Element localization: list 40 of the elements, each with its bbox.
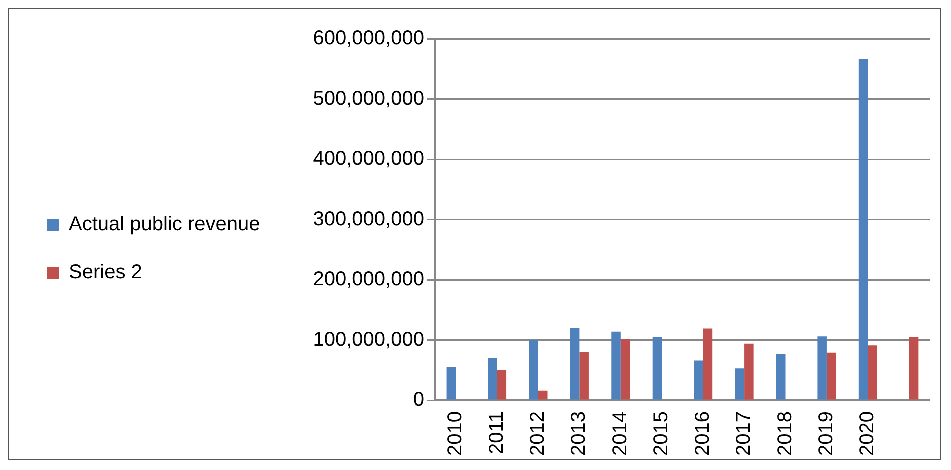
bar: [826, 352, 836, 400]
x-tick-label: 2010: [444, 412, 467, 456]
bar: [868, 346, 878, 400]
y-tick-label: 400,000,000: [313, 148, 424, 170]
x-tick-label: 2012: [527, 412, 549, 456]
y-tick-label: 300,000,000: [313, 208, 424, 230]
x-tick-label: 2016: [692, 412, 714, 456]
bar: [529, 340, 538, 400]
bar: [703, 328, 713, 400]
bar: [488, 358, 498, 400]
bar: [744, 344, 754, 400]
bar: [570, 328, 580, 400]
y-tick-label: 200,000,000: [313, 268, 424, 291]
bar: [858, 59, 868, 400]
bar: [620, 339, 630, 400]
y-tick-label: 100,000,000: [313, 328, 424, 351]
bar: [497, 370, 507, 400]
bar: [735, 368, 745, 400]
bar: [652, 337, 662, 400]
bar: [694, 360, 704, 400]
bar: [776, 354, 786, 400]
bar: [818, 336, 827, 400]
y-tick-label: 600,000,000: [313, 28, 424, 50]
x-tick-label: 2017: [733, 412, 756, 456]
x-tick-label: 2011: [486, 412, 508, 455]
x-tick-label: 2014: [609, 412, 632, 456]
y-tick-label: 500,000,000: [313, 88, 424, 110]
x-tick-label: 2013: [568, 412, 590, 456]
bar: [446, 367, 456, 400]
legend-label: Series 2: [69, 262, 142, 284]
x-tick-label: 2020: [856, 412, 879, 456]
legend-label: Actual public revenue: [69, 214, 260, 236]
bar: [538, 390, 548, 400]
bar: [580, 352, 589, 400]
bar: [909, 337, 919, 400]
x-tick-label: 2018: [774, 412, 796, 456]
bar: [612, 332, 621, 400]
y-tick-label: 0: [413, 389, 424, 412]
x-tick-label: 2019: [815, 412, 838, 456]
x-tick-label: 2015: [650, 412, 673, 456]
